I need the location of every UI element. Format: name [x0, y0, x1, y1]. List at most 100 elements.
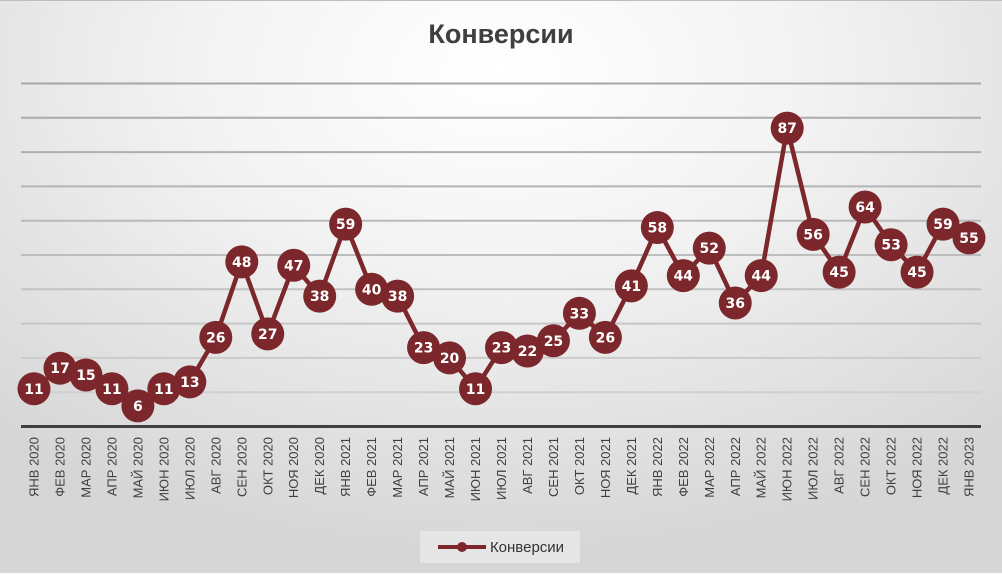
data-point[interactable]: 38 [303, 279, 337, 313]
data-label: 11 [466, 382, 485, 398]
data-point-marker [614, 269, 648, 303]
data-label: 27 [258, 327, 277, 343]
x-axis-label: ЯНВ 2022 [650, 437, 665, 497]
x-axis-label: ФЕВ 2020 [52, 437, 67, 497]
data-label: 11 [24, 382, 43, 398]
data-point-marker [510, 334, 544, 368]
data-label: 22 [518, 344, 537, 360]
data-point[interactable]: 26 [588, 320, 622, 354]
data-point[interactable]: 53 [874, 228, 908, 262]
x-axis-label: МАР 2021 [390, 437, 405, 498]
x-axis-label: СЕН 2021 [546, 437, 561, 497]
x-axis-labels: ЯНВ 2020 ФЕВ 2020 МАР 2020 АПР 2020 МАЙ 2020… [27, 437, 977, 501]
data-label: 33 [570, 306, 589, 322]
data-label: 52 [700, 241, 719, 257]
data-label: 15 [76, 368, 95, 384]
x-axis-label: СЕН 2020 [234, 437, 249, 497]
data-point[interactable]: 33 [562, 296, 596, 330]
data-point[interactable]: 64 [848, 190, 882, 224]
x-axis-label: ФЕВ 2021 [364, 437, 379, 497]
data-point-marker [536, 324, 570, 358]
data-point[interactable]: 11 [147, 372, 181, 406]
data-point[interactable]: 38 [381, 279, 415, 313]
data-point[interactable]: 44 [666, 259, 700, 293]
data-point-marker [666, 259, 700, 293]
data-point-marker [95, 372, 129, 406]
data-point[interactable]: 20 [433, 341, 467, 375]
data-point[interactable]: 11 [459, 372, 493, 406]
x-axis-label: ИЮЛ 2022 [806, 437, 821, 500]
data-point[interactable]: 11 [17, 372, 51, 406]
data-point[interactable]: 23 [485, 331, 518, 365]
data-point[interactable]: 23 [407, 331, 441, 365]
data-label: 38 [388, 289, 407, 305]
data-point[interactable]: 87 [770, 111, 804, 145]
x-axis-label: ИЮЛ 2020 [182, 437, 197, 500]
data-point-marker [874, 228, 908, 262]
data-point[interactable]: 6 [121, 389, 155, 423]
data-point-marker [848, 190, 882, 224]
data-label: 25 [544, 334, 563, 350]
data-point[interactable]: 11 [95, 372, 129, 406]
data-point[interactable]: 58 [640, 211, 674, 245]
data-point-marker [121, 389, 155, 423]
data-point[interactable]: 13 [173, 365, 207, 399]
data-label: 40 [362, 282, 382, 298]
chart-title: Конверсии [428, 19, 574, 49]
data-point[interactable]: 55 [952, 221, 986, 255]
data-point[interactable]: 47 [277, 248, 311, 282]
x-axis-label: ОКТ 2022 [884, 437, 899, 495]
data-point[interactable]: 59 [926, 207, 960, 241]
data-point-marker [355, 272, 389, 306]
data-point-marker [770, 111, 804, 145]
data-point[interactable]: 45 [900, 255, 934, 289]
data-label: 64 [855, 200, 875, 216]
data-point-marker [822, 255, 856, 289]
legend-line-marker-icon [437, 542, 486, 552]
data-point[interactable]: 27 [251, 317, 285, 351]
data-point-marker [926, 207, 960, 241]
data-point[interactable]: 15 [69, 358, 103, 392]
data-label: 44 [674, 269, 694, 285]
data-label: 11 [102, 382, 121, 398]
data-label: 59 [933, 217, 952, 233]
data-point[interactable]: 26 [199, 320, 233, 354]
data-point[interactable]: 25 [536, 324, 570, 358]
data-point[interactable]: 40 [355, 272, 389, 306]
data-point-marker [459, 372, 493, 406]
data-point-marker [952, 221, 986, 255]
data-label: 41 [622, 279, 641, 295]
data-point-marker [485, 331, 518, 365]
data-point-marker [588, 320, 622, 354]
data-label: 59 [336, 217, 355, 233]
data-point[interactable]: 52 [692, 231, 726, 265]
data-point[interactable]: 22 [510, 334, 544, 368]
data-point[interactable]: 45 [822, 255, 856, 289]
data-point[interactable]: 44 [744, 259, 778, 293]
data-point[interactable]: 59 [329, 207, 363, 241]
data-point[interactable]: 17 [43, 351, 77, 385]
x-axis-label: НОЯ 2022 [910, 437, 925, 498]
x-axis-label: ОКТ 2020 [260, 437, 275, 495]
data-label: 26 [206, 330, 225, 346]
data-point[interactable]: 56 [796, 217, 830, 251]
data-label: 53 [881, 238, 900, 254]
x-axis-label: МАЙ 2021 [442, 437, 457, 498]
data-point[interactable]: 36 [718, 286, 752, 320]
data-point-marker [692, 231, 726, 265]
data-point-marker [900, 255, 934, 289]
data-point-marker [744, 259, 778, 293]
data-point-marker [381, 279, 415, 313]
x-axis-label: ФЕВ 2022 [676, 437, 691, 497]
data-point-marker [562, 296, 596, 330]
x-axis-label: МАР 2020 [78, 437, 93, 498]
data-point-marker [17, 372, 51, 406]
data-point[interactable]: 41 [614, 269, 648, 303]
legend-label: Конверсии [489, 538, 565, 556]
x-axis-label: ДЕК 2020 [312, 437, 327, 495]
data-label: 56 [803, 227, 822, 243]
data-point-marker [43, 351, 77, 385]
x-axis-label: ОКТ 2021 [572, 437, 587, 495]
data-point[interactable]: 48 [225, 245, 259, 279]
